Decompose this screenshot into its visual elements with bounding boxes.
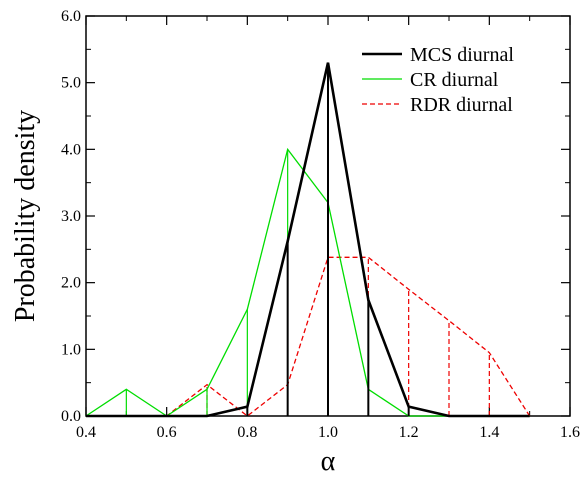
legend-label-cr-diurnal: CR diurnal: [410, 69, 499, 91]
y-tick-label: 2.0: [61, 275, 81, 292]
ticks: 0.4 0.6 0.8 1.0 1.2 1.4 1.6 0.0 1.0 2.0 3.0 4.0 5.0 6…: [61, 8, 580, 441]
legend-label-mcs-diurnal: MCS diurnal: [410, 44, 514, 66]
series-line-mcs-diurnal: [86, 62, 530, 418]
series-layer: [85, 62, 531, 418]
series-line-rdr-diurnal: [86, 256, 531, 417]
series-mcs-diurnal: [86, 62, 530, 418]
x-axis-label: α: [321, 446, 336, 477]
series-rdr-diurnal: [86, 256, 531, 417]
y-axis-label: Probability density: [10, 110, 41, 322]
y-tick-label: 1.0: [61, 341, 81, 358]
y-tick-label: 5.0: [61, 75, 81, 92]
x-tick-label: 0.4: [76, 424, 96, 441]
x-tick-label: 1.4: [479, 424, 499, 441]
legend-label-rdr-diurnal: RDR diurnal: [410, 94, 513, 116]
x-tick-label: 0.8: [237, 424, 257, 441]
y-tick-label: 0.0: [61, 408, 81, 425]
x-tick-label: 1.6: [560, 424, 580, 441]
x-tick-label: 1.0: [318, 424, 338, 441]
y-tick-label: 4.0: [61, 141, 81, 158]
y-tick-label: 3.0: [61, 208, 81, 225]
series-cr-diurnal: [85, 147, 530, 417]
legend: MCS diurnal CR diurnal RDR diurnal: [362, 44, 514, 116]
series-line-cr-diurnal: [85, 147, 530, 417]
y-tick-label: 6.0: [61, 8, 81, 25]
x-tick-label: 0.6: [157, 424, 177, 441]
x-tick-label: 1.2: [399, 424, 419, 441]
